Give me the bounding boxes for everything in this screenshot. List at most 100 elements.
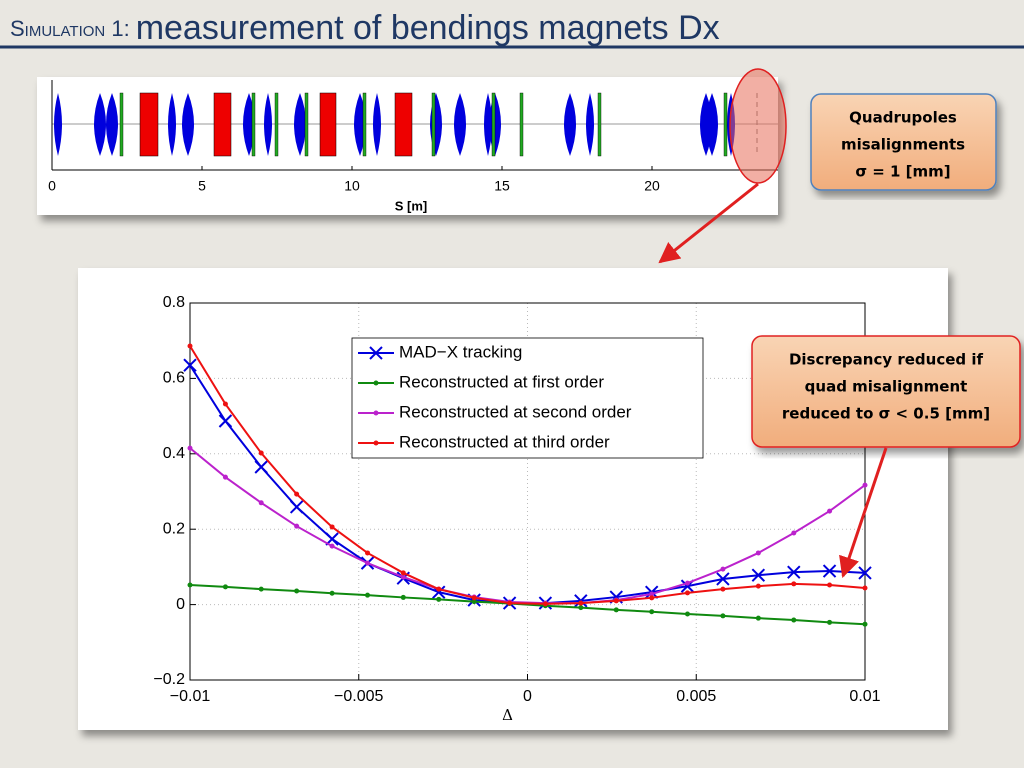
data-point (649, 595, 655, 601)
x-tick-label: 0.01 (849, 688, 880, 705)
data-point (613, 607, 619, 613)
data-point (862, 621, 868, 627)
x-tick-label: −0.005 (334, 688, 383, 705)
x-tick-label: 0 (48, 178, 56, 194)
dipole (319, 92, 337, 157)
x-tick-label: 10 (344, 178, 360, 194)
data-point (791, 530, 797, 536)
data-point (862, 585, 868, 591)
data-point (187, 445, 193, 451)
sextupole (491, 92, 496, 157)
quadrupole (484, 93, 492, 156)
data-point (222, 584, 228, 590)
data-point (400, 574, 406, 580)
sextupole (251, 92, 256, 157)
data-point (755, 615, 761, 621)
data-point (329, 590, 335, 596)
data-point (578, 605, 584, 611)
callout-text: reduced to σ < 0.5 [mm] (782, 405, 990, 423)
data-point (716, 572, 730, 586)
sextupole (119, 92, 124, 157)
data-point (858, 566, 872, 580)
data-point (649, 609, 655, 615)
x-tick-label: 15 (494, 178, 510, 194)
quadrupole (168, 93, 176, 156)
data-point (258, 500, 264, 506)
x-axis-label: Δ (502, 706, 513, 724)
data-point (294, 523, 300, 529)
legend-label: Reconstructed at second order (399, 402, 632, 421)
callouts: Quadrupoles misalignments σ = 1 [mm] Discre… (782, 109, 990, 423)
quadrupole (54, 93, 62, 156)
x-tick-label: 0.005 (676, 688, 716, 705)
data-point (294, 491, 300, 497)
arrow (839, 447, 888, 578)
data-point (258, 586, 264, 592)
data-point (787, 565, 801, 579)
data-point (827, 508, 833, 514)
legend-label: MAD−X tracking (399, 342, 522, 361)
data-point (684, 580, 690, 586)
quadrupole (106, 93, 118, 156)
title-prefix: Simulation 1: (10, 16, 130, 41)
data-point (684, 590, 690, 596)
data-point (684, 611, 690, 617)
quadrupole (454, 93, 466, 156)
callout-text: quad misalignment (805, 378, 968, 396)
quadrupole (294, 93, 306, 156)
y-tick-label: 0.8 (163, 294, 185, 311)
y-tick-label: −0.2 (153, 671, 185, 688)
y-tick-label: 0.6 (163, 370, 185, 387)
data-point (791, 617, 797, 623)
callout-text: σ = 1 [mm] (855, 163, 950, 181)
quadrupole (182, 93, 194, 156)
x-tick-label: 20 (644, 178, 660, 194)
callout-text: Quadrupoles (849, 109, 957, 127)
data-point (720, 566, 726, 572)
data-point (471, 599, 477, 605)
data-point (400, 570, 406, 576)
quadrupole (564, 93, 576, 156)
quadrupole (373, 93, 381, 156)
data-point (827, 619, 833, 625)
x-tick-label: 5 (198, 178, 206, 194)
dipole (394, 92, 413, 157)
data-point (365, 560, 371, 566)
slide-title: Simulation 1: measurement of bendings mag… (10, 9, 720, 47)
data-point (751, 568, 766, 582)
dipole (213, 92, 232, 157)
data-point (187, 582, 193, 588)
data-point (862, 482, 868, 488)
y-tick-label: 0.2 (163, 520, 185, 537)
legend-label: Reconstructed at first order (399, 372, 604, 391)
sextupole (597, 92, 602, 157)
legend-marker (373, 380, 379, 386)
sextupole (304, 92, 309, 157)
data-point (720, 613, 726, 619)
legend-box (351, 337, 704, 459)
data-point (183, 358, 197, 372)
data-point (507, 600, 513, 606)
data-point (827, 582, 833, 588)
sextupole (519, 92, 524, 157)
data-point (365, 592, 371, 598)
callout-text: Discrepancy reduced if (789, 351, 984, 369)
data-point (822, 564, 837, 578)
data-point (542, 601, 548, 607)
axes-box (189, 302, 866, 681)
y-tick-label: 0 (176, 596, 185, 613)
data-point (436, 596, 442, 602)
data-point (791, 581, 797, 587)
data-point (649, 591, 655, 597)
data-point (471, 595, 477, 601)
quadrupole (264, 93, 272, 156)
quadrupole (94, 93, 106, 156)
quadrupole (706, 93, 718, 156)
data-point (755, 550, 761, 556)
sextupole (362, 92, 367, 157)
data-point (294, 588, 300, 594)
callout-text: misalignments (841, 136, 965, 154)
plot: −0.2 0 0.2 0.4 0.6 0.8 −0.01 −0.005 0 0.005 0.01 Δ M… (153, 294, 880, 724)
data-point (436, 586, 442, 592)
